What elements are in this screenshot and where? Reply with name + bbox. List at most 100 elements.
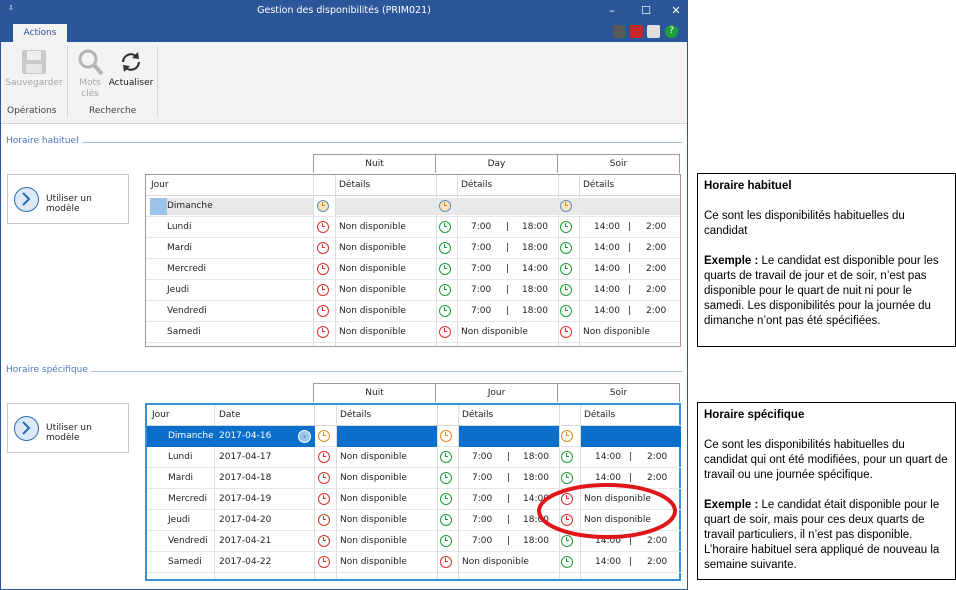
night-details[interactable]: Non disponible bbox=[340, 494, 407, 504]
save-button[interactable]: Sauvegarder bbox=[5, 48, 63, 89]
table-row[interactable]: Jeudi Non disponible 7:00 | 18:00 14:00 | 2:00 bbox=[146, 280, 680, 301]
table-row[interactable]: Jeudi 2017-04-20 Non disponible 7:00 | 18:00 N… bbox=[147, 510, 681, 531]
clock-icon[interactable] bbox=[560, 305, 572, 317]
night-details[interactable]: Non disponible bbox=[340, 557, 407, 567]
day-cell[interactable]: Lundi bbox=[167, 222, 192, 232]
clock-icon[interactable] bbox=[439, 305, 451, 317]
lock-icon[interactable] bbox=[647, 25, 660, 38]
evening-end-time[interactable]: 2:00 bbox=[646, 285, 667, 295]
clock-icon[interactable] bbox=[560, 221, 572, 233]
evening-details[interactable]: Non disponible bbox=[584, 494, 651, 504]
day-start-time[interactable]: 7:00 bbox=[472, 473, 493, 483]
night-details[interactable]: Non disponible bbox=[339, 327, 406, 337]
column-header-date[interactable]: Date bbox=[219, 410, 241, 420]
evening-end-time[interactable]: 2:00 bbox=[646, 222, 667, 232]
day-end-time[interactable]: 18:00 bbox=[522, 222, 548, 232]
date-cell[interactable]: 2017-04-16 bbox=[219, 431, 272, 441]
clock-icon[interactable] bbox=[560, 284, 572, 296]
night-details[interactable]: Non disponible bbox=[339, 243, 406, 253]
evening-start-time[interactable]: 14:00 bbox=[594, 306, 620, 316]
evening-end-time[interactable]: 2:00 bbox=[647, 473, 668, 483]
clock-icon[interactable] bbox=[318, 514, 330, 526]
clock-icon[interactable] bbox=[318, 535, 330, 547]
clock-icon[interactable] bbox=[317, 326, 329, 338]
day-start-time[interactable]: 7:00 bbox=[471, 306, 492, 316]
table-row[interactable]: Mardi Non disponible 7:00 | 18:00 14:00 | 2:00 bbox=[146, 238, 680, 259]
day-cell[interactable]: Mercredi bbox=[167, 264, 207, 274]
clock-icon[interactable] bbox=[439, 326, 451, 338]
night-details[interactable]: Non disponible bbox=[340, 452, 407, 462]
clock-icon[interactable] bbox=[317, 284, 329, 296]
day-cell[interactable]: Mardi bbox=[168, 473, 194, 483]
evening-start-time[interactable]: 14:00 bbox=[594, 222, 620, 232]
day-end-time[interactable]: 18:00 bbox=[523, 536, 549, 546]
night-details[interactable]: Non disponible bbox=[339, 306, 406, 316]
clock-icon[interactable] bbox=[439, 242, 451, 254]
day-cell[interactable]: Vendredi bbox=[168, 536, 208, 546]
day-cell[interactable]: Dimanche bbox=[168, 431, 214, 441]
clock-icon[interactable] bbox=[439, 221, 451, 233]
evening-end-time[interactable]: 2:00 bbox=[647, 536, 668, 546]
day-cell[interactable]: Vendredi bbox=[167, 306, 207, 316]
column-header-details[interactable]: Détails bbox=[462, 410, 494, 420]
clock-icon[interactable] bbox=[317, 221, 329, 233]
table-row[interactable]: Mardi 2017-04-18 Non disponible 7:00 | 18:00 1… bbox=[147, 468, 681, 489]
clock-icon[interactable] bbox=[561, 430, 573, 442]
table-row[interactable]: › Dimanche 2017-04-16 bbox=[147, 426, 681, 447]
clock-icon[interactable] bbox=[560, 326, 572, 338]
evening-end-time[interactable]: 2:00 bbox=[647, 452, 668, 462]
maximize-button[interactable]: ☐ bbox=[641, 4, 651, 17]
day-start-time[interactable]: 7:00 bbox=[472, 515, 493, 525]
column-header-details[interactable]: Détails bbox=[340, 410, 372, 420]
table-row[interactable]: Vendredi Non disponible 7:00 | 18:00 14:00 | 2:… bbox=[146, 301, 680, 322]
evening-end-time[interactable]: 2:00 bbox=[646, 264, 667, 274]
table-row[interactable]: Samedi 2017-04-22 Non disponible Non dispon… bbox=[147, 552, 681, 573]
clock-icon[interactable] bbox=[440, 514, 452, 526]
table-row[interactable]: Dimanche bbox=[146, 196, 680, 217]
column-header-jour[interactable]: Jour bbox=[151, 180, 169, 190]
column-header-details[interactable]: Détails bbox=[584, 410, 616, 420]
clock-icon[interactable] bbox=[560, 242, 572, 254]
day-details[interactable]: Non disponible bbox=[461, 327, 528, 337]
day-end-time[interactable]: 14:00 bbox=[522, 264, 548, 274]
table-row[interactable]: Mercredi Non disponible 7:00 | 14:00 14:00 | 2:… bbox=[146, 259, 680, 280]
evening-end-time[interactable]: 2:00 bbox=[646, 306, 667, 316]
clock-icon[interactable] bbox=[561, 514, 573, 526]
clock-icon[interactable] bbox=[560, 200, 572, 212]
day-start-time[interactable]: 7:00 bbox=[472, 452, 493, 462]
day-cell[interactable]: Dimanche bbox=[167, 201, 213, 211]
day-end-time[interactable]: 18:00 bbox=[522, 243, 548, 253]
clock-icon[interactable] bbox=[318, 493, 330, 505]
clock-icon[interactable] bbox=[440, 535, 452, 547]
night-details[interactable]: Non disponible bbox=[339, 264, 406, 274]
clock-icon[interactable] bbox=[318, 451, 330, 463]
day-cell[interactable]: Lundi bbox=[168, 452, 193, 462]
day-start-time[interactable]: 7:00 bbox=[472, 494, 493, 504]
clock-icon[interactable] bbox=[561, 451, 573, 463]
clock-icon[interactable] bbox=[318, 556, 330, 568]
row-selector[interactable] bbox=[150, 198, 167, 215]
date-cell[interactable]: 2017-04-17 bbox=[219, 452, 272, 462]
minimize-button[interactable]: – bbox=[609, 4, 615, 17]
day-end-time[interactable]: 18:00 bbox=[522, 306, 548, 316]
clock-icon[interactable] bbox=[440, 451, 452, 463]
evening-start-time[interactable]: 14:00 bbox=[595, 557, 621, 567]
night-details[interactable]: Non disponible bbox=[340, 515, 407, 525]
help-icon[interactable]: ? bbox=[665, 25, 678, 38]
evening-start-time[interactable]: 14:00 bbox=[595, 536, 621, 546]
clock-icon[interactable] bbox=[440, 472, 452, 484]
day-start-time[interactable]: 7:00 bbox=[472, 536, 493, 546]
table-row[interactable]: Mercredi 2017-04-19 Non disponible 7:00 | 14:… bbox=[147, 489, 681, 510]
date-cell[interactable]: 2017-04-20 bbox=[219, 515, 272, 525]
day-end-time[interactable]: 18:00 bbox=[522, 285, 548, 295]
clock-icon[interactable] bbox=[561, 535, 573, 547]
clock-icon[interactable] bbox=[318, 430, 330, 442]
day-start-time[interactable]: 7:00 bbox=[471, 243, 492, 253]
clock-icon[interactable] bbox=[560, 263, 572, 275]
evening-start-time[interactable]: 14:00 bbox=[595, 473, 621, 483]
clock-icon[interactable] bbox=[439, 284, 451, 296]
clock-icon[interactable] bbox=[561, 556, 573, 568]
day-end-time[interactable]: 18:00 bbox=[523, 473, 549, 483]
calculator-icon[interactable] bbox=[613, 25, 626, 38]
night-details[interactable]: Non disponible bbox=[339, 222, 406, 232]
